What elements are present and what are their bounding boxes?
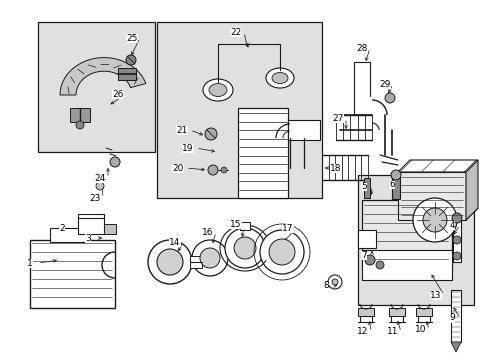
Ellipse shape [265,68,293,88]
Circle shape [451,213,461,223]
Bar [157,22,321,198]
Text: 19: 19 [182,144,193,153]
Text: 16: 16 [202,228,213,237]
Polygon shape [465,160,477,220]
Bar [452,212,460,262]
Circle shape [200,248,220,268]
Circle shape [422,208,446,232]
Bar [388,308,404,316]
Bar [238,108,287,198]
Bar [357,308,373,316]
Text: 5: 5 [360,181,366,190]
Polygon shape [397,160,477,172]
Circle shape [452,252,460,260]
Bar [287,120,319,140]
Text: 1: 1 [27,258,33,267]
Circle shape [96,182,104,190]
Circle shape [384,93,394,103]
Text: 12: 12 [357,328,368,337]
Bar [118,68,136,80]
Bar [357,230,375,248]
Text: 15: 15 [230,220,241,229]
Text: 11: 11 [386,328,398,337]
Circle shape [204,128,217,140]
Text: 25: 25 [126,33,138,42]
Text: 6: 6 [388,180,394,189]
Circle shape [364,255,374,265]
Polygon shape [60,58,145,95]
Text: 17: 17 [282,224,293,233]
Polygon shape [450,342,460,352]
Circle shape [148,240,192,284]
Text: 18: 18 [329,163,341,172]
Bar [363,178,369,198]
Circle shape [110,157,120,167]
Bar [397,172,465,220]
Circle shape [76,121,84,129]
Circle shape [452,236,460,244]
Text: 20: 20 [172,163,183,172]
Bar [357,175,473,305]
Circle shape [327,275,341,289]
Circle shape [224,228,264,268]
Text: 27: 27 [332,113,343,122]
Text: 22: 22 [230,27,241,36]
Bar [78,218,104,234]
Bar [104,224,116,234]
Circle shape [221,167,226,173]
Circle shape [234,237,256,259]
Circle shape [390,170,400,180]
Ellipse shape [208,84,226,96]
Text: 29: 29 [379,80,390,89]
Circle shape [412,198,456,242]
Bar [240,222,249,230]
Circle shape [207,165,218,175]
Bar [70,108,90,122]
Bar [50,228,90,242]
Text: 4: 4 [448,220,454,230]
Bar [30,240,115,308]
Circle shape [126,55,136,65]
Ellipse shape [271,72,287,84]
Text: 21: 21 [176,126,187,135]
Circle shape [375,261,383,269]
Text: 24: 24 [94,174,105,183]
Text: 8: 8 [323,282,328,291]
Text: 26: 26 [112,90,123,99]
Text: 7: 7 [360,251,366,260]
Circle shape [192,240,227,276]
Text: 3: 3 [85,234,91,243]
Text: 10: 10 [414,325,426,334]
Circle shape [268,239,294,265]
Circle shape [157,249,183,275]
Bar [361,250,451,280]
Bar [361,200,451,270]
Text: 2: 2 [59,224,65,233]
Text: 23: 23 [89,194,101,202]
Text: 14: 14 [169,238,181,247]
Text: 13: 13 [429,291,441,300]
Bar [450,290,460,342]
Circle shape [260,230,304,274]
Bar [190,256,202,268]
Bar [415,308,431,316]
Bar [391,175,399,199]
Polygon shape [397,208,477,220]
Circle shape [331,279,337,285]
Bar [38,22,155,152]
Text: 28: 28 [356,44,367,53]
Text: 9: 9 [448,314,454,323]
Ellipse shape [203,79,232,101]
